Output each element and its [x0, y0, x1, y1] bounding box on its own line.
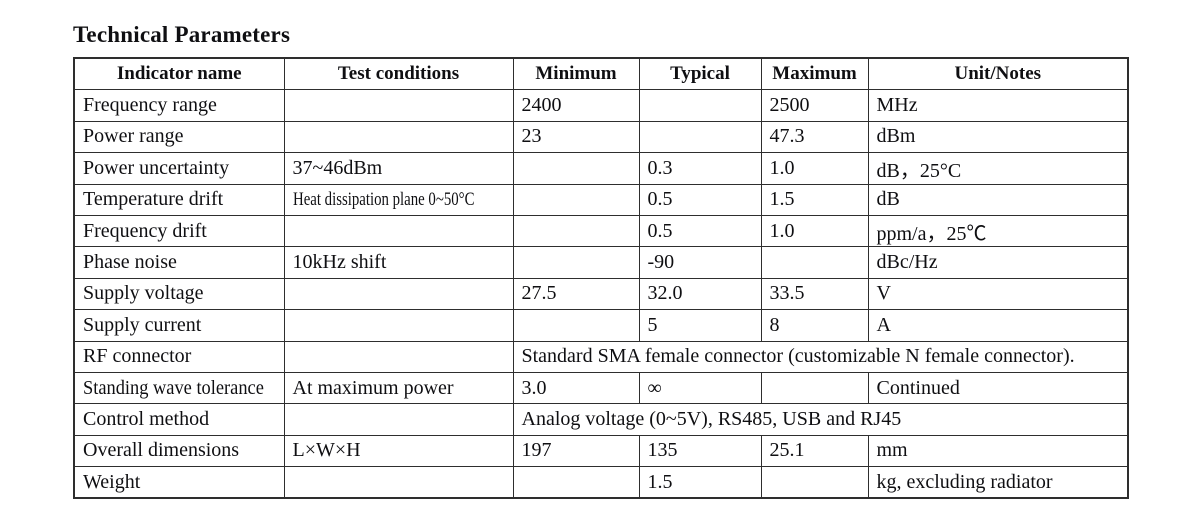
header-indicator-name: Indicator name [73, 57, 285, 91]
cell-typical: -90 [638, 246, 762, 279]
cell-minimum: 2400 [512, 89, 640, 122]
cell-typical: 32.0 [638, 277, 762, 311]
cell-indicator-name: Supply current [73, 309, 285, 342]
cell-minimum [512, 246, 640, 279]
page-title: Technical Parameters [73, 22, 291, 47]
cell-typical: 135 [638, 434, 762, 468]
cell-unit-notes: dB [867, 183, 1129, 216]
cell-maximum [760, 371, 869, 405]
cell-maximum [760, 246, 869, 279]
cell-minimum [512, 152, 640, 185]
cell-test-conditions: At maximum power [283, 371, 514, 405]
table-row: Standing wave tolerance At maximum power… [73, 371, 1129, 405]
cell-typical: 0.3 [638, 152, 762, 185]
table-row: Frequency drift 0.5 1.0 ppm/a，25℃ [73, 214, 1129, 248]
cell-indicator-name: Control method [73, 403, 285, 436]
cell-typical [638, 120, 762, 154]
table-row: Power range 23 47.3 dBm [73, 120, 1129, 154]
cell-test-conditions: 37~46dBm [283, 152, 514, 185]
cell-test-conditions [283, 340, 514, 373]
cell-indicator-name: Supply voltage [73, 277, 285, 311]
table-row: Phase noise 10kHz shift -90 dBc/Hz [73, 246, 1129, 279]
technical-parameters-table: Indicator name Test conditions Minimum T… [73, 57, 1129, 500]
cell-indicator-name: Frequency drift [73, 214, 285, 248]
cell-typical [638, 89, 762, 122]
table-row: Temperature drift Heat dissipation plane… [73, 183, 1129, 216]
cell-indicator-name: Power uncertainty [73, 152, 285, 185]
cell-unit-notes: dBm [867, 120, 1129, 154]
cell-indicator-name: Phase noise [73, 246, 285, 279]
cell-maximum: 47.3 [760, 120, 869, 154]
table-row: Weight 1.5 kg, excluding radiator [73, 466, 1129, 499]
table-row: Frequency range 2400 2500 MHz [73, 89, 1129, 122]
cell-maximum [760, 466, 869, 499]
cell-indicator-name: RF connector [73, 340, 285, 373]
cell-typical: 1.5 [638, 466, 762, 499]
cell-test-conditions [283, 309, 514, 342]
cell-minimum [512, 214, 640, 248]
cell-minimum: 23 [512, 120, 640, 154]
cell-unit-notes: mm [867, 434, 1129, 468]
cell-maximum: 25.1 [760, 434, 869, 468]
table-row-spanning: Control method Analog voltage (0~5V), RS… [73, 403, 1129, 436]
cell-test-conditions [283, 89, 514, 122]
cell-maximum: 33.5 [760, 277, 869, 311]
cell-unit-notes: ppm/a，25℃ [867, 214, 1129, 248]
cell-unit-notes: MHz [867, 89, 1129, 122]
cell-spanning-value: Standard SMA female connector (customiza… [512, 340, 1129, 373]
cell-maximum: 1.0 [760, 214, 869, 248]
cell-test-conditions [283, 403, 514, 436]
cell-unit-notes: V [867, 277, 1129, 311]
table-row: Power uncertainty 37~46dBm 0.3 1.0 dB，25… [73, 152, 1129, 185]
header-row: Indicator name Test conditions Minimum T… [73, 57, 1129, 91]
cell-unit-notes: dBc/Hz [867, 246, 1129, 279]
cell-maximum: 1.5 [760, 183, 869, 216]
cell-indicator-name: Weight [73, 466, 285, 499]
cell-minimum [512, 183, 640, 216]
cell-unit-notes: kg, excluding radiator [867, 466, 1129, 499]
cell-indicator-name: Standing wave tolerance [73, 371, 285, 405]
cell-test-conditions: Heat dissipation plane 0~50°C [283, 183, 514, 216]
cell-test-conditions: L×W×H [283, 434, 514, 468]
cell-minimum [512, 466, 640, 499]
cell-indicator-name: Power range [73, 120, 285, 154]
header-maximum: Maximum [760, 57, 869, 91]
header-typical: Typical [638, 57, 762, 91]
table-row-spanning: RF connector Standard SMA female connect… [73, 340, 1129, 373]
condensed-text: Standing wave tolerance [83, 376, 264, 399]
cell-unit-notes: A [867, 309, 1129, 342]
cell-unit-notes: dB，25°C [867, 152, 1129, 185]
cell-minimum [512, 309, 640, 342]
cell-indicator-name: Temperature drift [73, 183, 285, 216]
cell-typical: ∞ [638, 371, 762, 405]
table-row: Supply voltage 27.5 32.0 33.5 V [73, 277, 1129, 311]
cell-typical: 5 [638, 309, 762, 342]
cell-test-conditions [283, 466, 514, 499]
cell-maximum: 2500 [760, 89, 869, 122]
cell-test-conditions [283, 277, 514, 311]
table-row: Overall dimensions L×W×H 197 135 25.1 mm [73, 434, 1129, 468]
table-row: Supply current 5 8 A [73, 309, 1129, 342]
cell-indicator-name: Frequency range [73, 89, 285, 122]
cell-indicator-name: Overall dimensions [73, 434, 285, 468]
cell-test-conditions [283, 120, 514, 154]
header-unit-notes: Unit/Notes [867, 57, 1129, 91]
cell-maximum: 1.0 [760, 152, 869, 185]
cell-minimum: 27.5 [512, 277, 640, 311]
cell-typical: 0.5 [638, 214, 762, 248]
cell-spanning-value: Analog voltage (0~5V), RS485, USB and RJ… [512, 403, 1129, 436]
header-minimum: Minimum [512, 57, 640, 91]
condensed-text: Heat dissipation plane 0~50°C [292, 189, 474, 211]
header-test-conditions: Test conditions [283, 57, 514, 91]
cell-minimum: 197 [512, 434, 640, 468]
cell-maximum: 8 [760, 309, 869, 342]
cell-unit-notes: Continued [867, 371, 1129, 405]
cell-test-conditions [283, 214, 514, 248]
cell-typical: 0.5 [638, 183, 762, 216]
cell-test-conditions: 10kHz shift [283, 246, 514, 279]
cell-minimum: 3.0 [512, 371, 640, 405]
